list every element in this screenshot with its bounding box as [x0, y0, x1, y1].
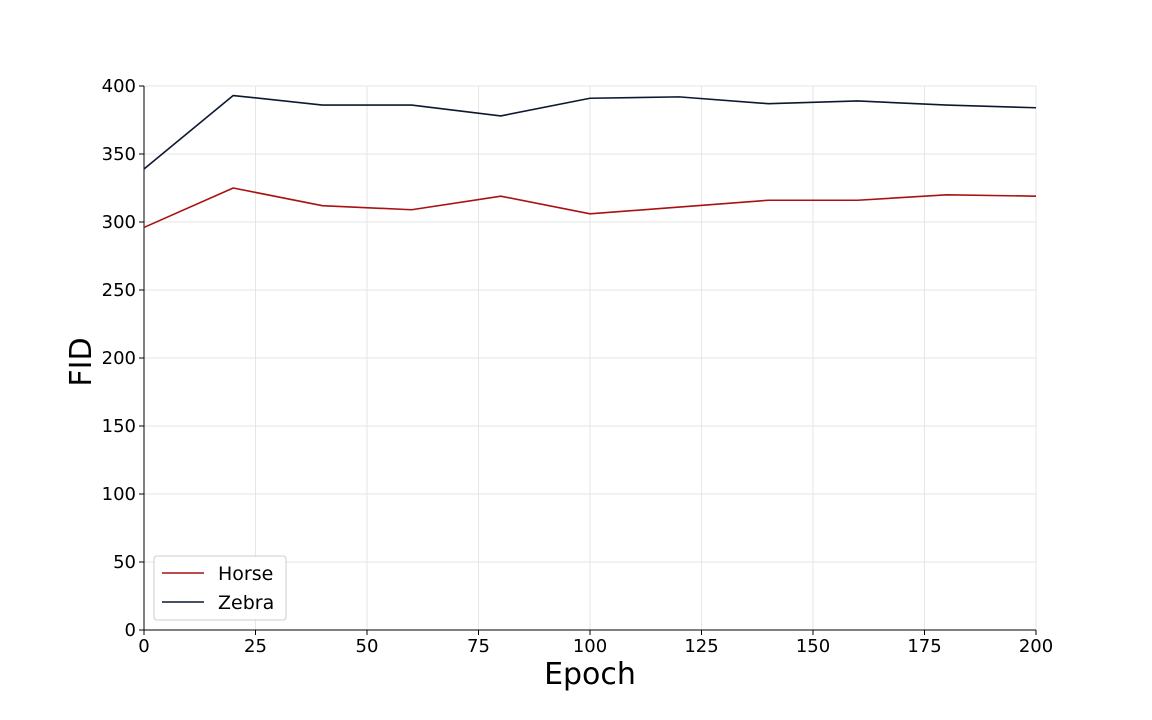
- series-line-zebra: [143, 94, 1037, 170]
- x-tick-label: 25: [244, 636, 267, 657]
- x-tick-label: 125: [684, 636, 718, 657]
- x-axis-title: Epoch: [544, 657, 636, 692]
- y-tick-label: 100: [102, 484, 136, 505]
- y-tick-label: 50: [113, 552, 136, 573]
- legend: Horse Zebra: [153, 555, 287, 621]
- x-tick-label: 100: [573, 636, 607, 657]
- y-tick-label: 250: [102, 280, 136, 301]
- legend-label-zebra: Zebra: [218, 592, 274, 614]
- y-axis-title: FID: [64, 337, 99, 386]
- tick-labels: 0 25 50 75 100 125 150 175 200 0 50 100 150 200 250 300…: [102, 76, 1054, 657]
- x-tick-label: 175: [907, 636, 941, 657]
- y-tick-label: 0: [125, 620, 136, 641]
- series: [143, 94, 1037, 229]
- x-tick-label: 50: [356, 636, 379, 657]
- series-line-horse: [143, 187, 1037, 229]
- legend-label-horse: Horse: [218, 563, 273, 585]
- x-tick-label: 75: [467, 636, 490, 657]
- x-tick-label: 150: [796, 636, 830, 657]
- y-tick-label: 300: [102, 212, 136, 233]
- grid: [143, 85, 1037, 631]
- y-tick-label: 400: [102, 76, 136, 97]
- y-tick-label: 150: [102, 416, 136, 437]
- x-tick-label: 200: [1019, 636, 1053, 657]
- legend-box: [153, 555, 287, 621]
- x-tick-label: 0: [138, 636, 149, 657]
- y-tick-label: 350: [102, 144, 136, 165]
- y-tick-label: 200: [102, 348, 136, 369]
